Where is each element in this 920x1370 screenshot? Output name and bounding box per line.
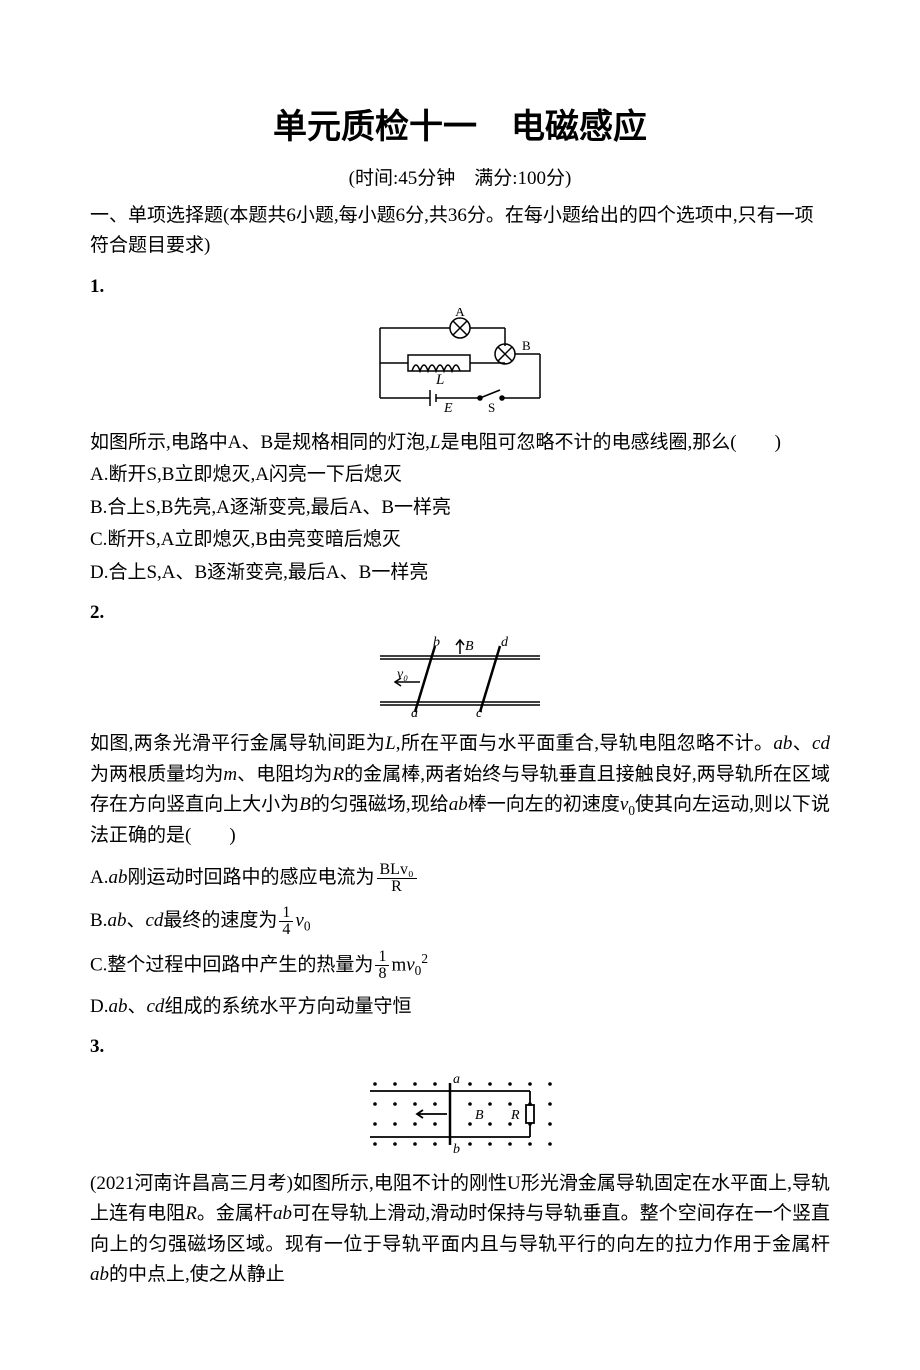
q1-optC: C.断开S,A立即熄灭,B由亮变暗后熄灭: [90, 525, 830, 555]
q2-label-v0: v₀: [397, 667, 408, 682]
page-title: 单元质检十一 电磁感应: [90, 100, 830, 154]
q2-label-Bvec: B: [465, 639, 474, 654]
subtitle: (时间:45分钟 满分:100分): [90, 164, 830, 194]
q1-circuit-icon: A B L E S: [350, 308, 570, 418]
q2-optA: A.ab刚运动时回路中的感应电流为BLv₀R: [90, 862, 830, 895]
q3-number: 3.: [90, 1032, 830, 1062]
q2-optA-num: BLv₀: [377, 862, 417, 879]
q1-label-S: S: [488, 400, 495, 415]
q2-optC-m: m: [391, 954, 406, 975]
q2-label-d: d: [501, 635, 509, 650]
q2-label-c: c: [476, 706, 483, 719]
q2-optC: C.整个过程中回路中产生的热量为18mv02: [90, 948, 830, 982]
q2-rail-icon: b B d v₀ a c: [375, 634, 545, 719]
q1-optD: D.合上S,A、B逐渐变亮,最后A、B一样亮: [90, 558, 830, 588]
q2-label-b: b: [433, 635, 440, 650]
q3-label-B: B: [475, 1108, 484, 1123]
q1-figure: A B L E S: [90, 308, 830, 418]
q2-optB-num: 1: [279, 905, 293, 922]
q1-stem: 如图所示,电路中A、B是规格相同的灯泡,L是电阻可忽略不计的电感线圈,那么( ): [90, 428, 830, 458]
q3-stem: (2021河南许昌高三月考)如图所示,电阻不计的刚性U形光滑金属导轨固定在水平面…: [90, 1169, 830, 1291]
q1-label-E: E: [443, 401, 453, 416]
q2-optC-v: v: [406, 954, 414, 975]
q1-optB: B.合上S,B先亮,A逐渐变亮,最后A、B一样亮: [90, 493, 830, 523]
q2-stem: 如图,两条光滑平行金属导轨间距为L,所在平面与水平面重合,导轨电阻忽略不计。ab…: [90, 729, 830, 851]
q2-number: 2.: [90, 598, 830, 628]
q1-label-A: A: [455, 308, 465, 319]
q3-label-a: a: [453, 1072, 460, 1087]
q2-optB: B.ab、cd最终的速度为14v0: [90, 905, 830, 938]
q1-label-L: L: [435, 372, 444, 388]
q3-figure: a B R b: [90, 1069, 830, 1159]
q1-label-B: B: [522, 338, 531, 353]
q2-figure: b B d v₀ a c: [90, 634, 830, 719]
q2-optC-num: 1: [375, 949, 389, 966]
q2-label-a: a: [411, 706, 418, 719]
q2-v0-sub: 0: [628, 803, 635, 818]
q2-optB-v: v: [295, 909, 303, 930]
q1-number: 1.: [90, 272, 830, 302]
q2-optC-sup: 2: [421, 951, 428, 966]
q2-optA-den: R: [377, 879, 417, 895]
q2-optC-den: 8: [375, 966, 389, 982]
q3-label-b: b: [453, 1142, 460, 1157]
section-heading: 一、单项选择题(本题共6小题,每小题6分,共36分。在每小题给出的四个选项中,只…: [90, 201, 830, 262]
q2-optD: D.ab、cd组成的系统水平方向动量守恒: [90, 992, 830, 1022]
q1-optA: A.断开S,B立即熄灭,A闪亮一下后熄灭: [90, 460, 830, 490]
q2-optB-den: 4: [279, 922, 293, 938]
q2-optB-sub: 0: [304, 918, 311, 933]
q3-label-R: R: [510, 1108, 520, 1123]
q3-rail-icon: a B R b: [355, 1069, 565, 1159]
